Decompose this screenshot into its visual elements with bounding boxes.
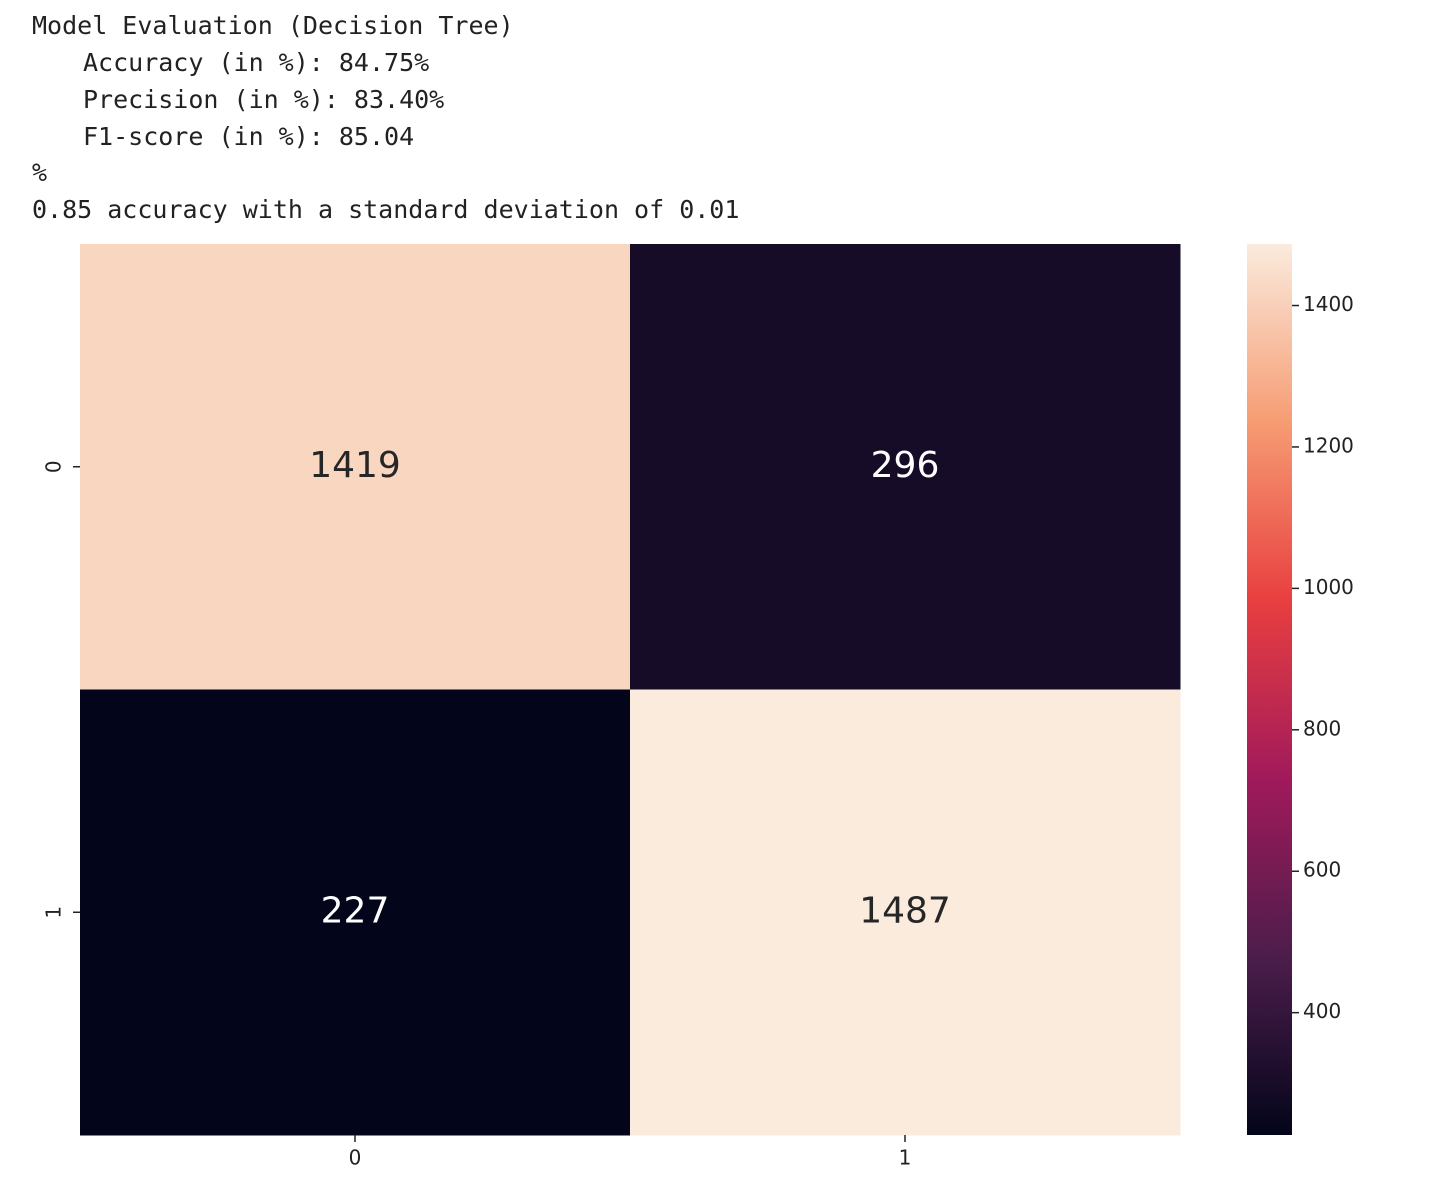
colorbar-tick-label: 800 — [1303, 716, 1341, 740]
colorbar-tick-label: 1000 — [1303, 575, 1354, 599]
colorbar-tick-label: 400 — [1303, 999, 1341, 1023]
y-tick-label: 0 — [42, 460, 66, 473]
cell-value: 1419 — [309, 445, 401, 486]
output-line: % — [32, 158, 47, 187]
output-line: 0.85 accuracy with a standard deviation … — [32, 195, 739, 224]
colorbar-tick-label: 1400 — [1303, 292, 1354, 316]
output-line: Accuracy (in %): 84.75% — [83, 48, 429, 77]
output-line: F1-score (in %): 85.04 — [83, 122, 414, 151]
x-tick-label: 0 — [349, 1146, 362, 1170]
y-tick-label: 1 — [42, 906, 66, 919]
colorbar — [1247, 244, 1292, 1135]
heatmap-cell — [80, 244, 631, 690]
cell-value: 1487 — [859, 890, 951, 931]
output-line: Precision (in %): 83.40% — [83, 85, 444, 114]
output-line: Model Evaluation (Decision Tree) — [32, 11, 514, 40]
heatmap-cell — [630, 244, 1181, 690]
cell-value: 227 — [321, 890, 390, 931]
colorbar-tick-label: 600 — [1303, 858, 1341, 882]
cell-value: 296 — [871, 445, 940, 486]
colorbar-tick-label: 1200 — [1303, 433, 1354, 457]
heatmap-cell — [80, 689, 631, 1136]
x-tick-label: 1 — [899, 1146, 912, 1170]
heatmap-cell — [630, 689, 1181, 1136]
